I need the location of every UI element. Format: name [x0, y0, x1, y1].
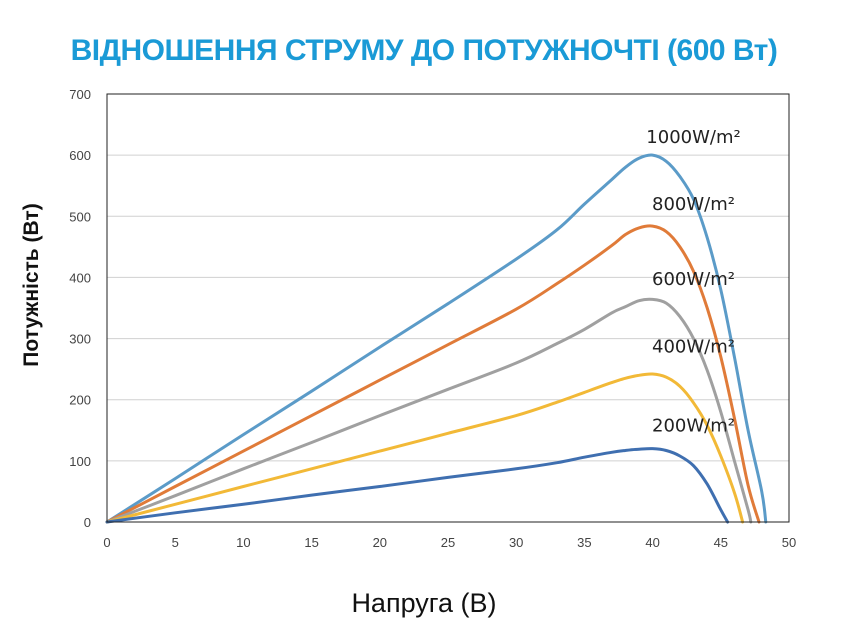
- x-tick-label: 25: [441, 535, 455, 550]
- y-tick-label: 700: [69, 87, 91, 102]
- y-tick-label: 0: [84, 515, 91, 530]
- x-tick-label: 10: [236, 535, 250, 550]
- series-line-1: [105, 224, 761, 524]
- series-label: 200W/m²: [652, 416, 735, 437]
- x-axis-label: Напруга (В): [351, 588, 497, 618]
- x-tick-label: 20: [373, 535, 387, 550]
- y-tick-label: 600: [69, 148, 91, 163]
- plot-frame: [106, 93, 790, 523]
- x-tick-label: 40: [645, 535, 659, 550]
- axis-ticks: 0 100 200 300 400 500 600 700 0 5 10 15 20 25 30 35 40 45…: [69, 87, 796, 550]
- x-tick-label: 50: [782, 535, 796, 550]
- x-tick-label: 0: [103, 535, 110, 550]
- x-tick-label: 35: [577, 535, 591, 550]
- x-tick-label: 15: [304, 535, 318, 550]
- series-labels: 1000W/m² 800W/m² 600W/m² 400W/m² 200W/m²: [646, 127, 740, 437]
- grid-lines: [107, 154, 789, 462]
- y-tick-label: 100: [69, 454, 91, 469]
- series-line-0: [105, 153, 768, 524]
- series-label: 1000W/m²: [646, 127, 740, 148]
- series-label: 600W/m²: [652, 269, 735, 290]
- y-tick-label: 400: [69, 270, 91, 285]
- series-line-2: [105, 297, 753, 524]
- series-label: 400W/m²: [652, 337, 735, 358]
- series-line-4: [105, 447, 730, 524]
- x-tick-label: 5: [172, 535, 179, 550]
- y-tick-label: 200: [69, 393, 91, 408]
- series-label: 800W/m²: [652, 194, 735, 215]
- chart-title: ВІДНОШЕННЯ СТРУМУ ДО ПОТУЖНОЧТІ (600 Вт): [70, 34, 778, 67]
- y-tick-label: 500: [69, 209, 91, 224]
- x-tick-label: 30: [509, 535, 523, 550]
- x-tick-label: 45: [714, 535, 728, 550]
- y-tick-label: 300: [69, 332, 91, 347]
- series-line-3: [105, 372, 745, 524]
- series-lines: [105, 153, 768, 524]
